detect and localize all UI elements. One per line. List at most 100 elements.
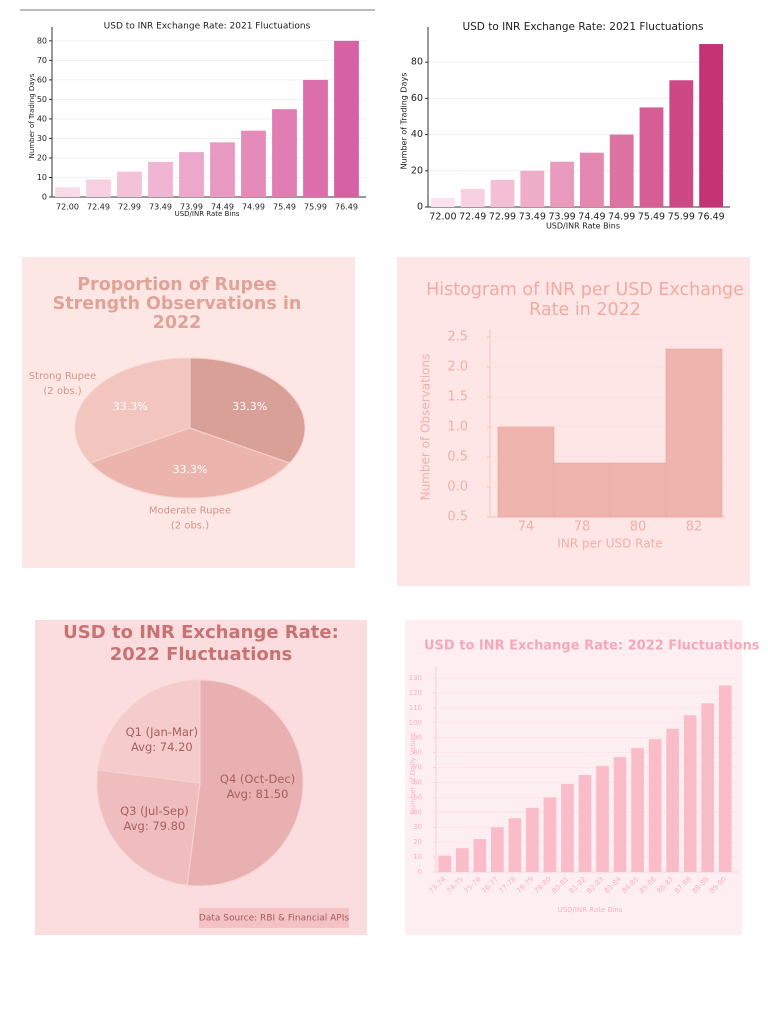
slice-label: Q4 (Oct-Dec) [220, 772, 295, 786]
bar [334, 40, 359, 197]
bar [666, 728, 679, 872]
bar [508, 818, 522, 872]
bar [241, 130, 266, 197]
x-tick-label: 72.49 [459, 212, 486, 223]
y-tick-label: 2.5 [447, 330, 468, 345]
bar [438, 855, 452, 872]
x-axis-label: USD/INR Rate Bins [558, 906, 623, 914]
x-tick-label: 74.99 [242, 203, 265, 212]
bar [526, 807, 539, 872]
x-tick-label: 78 [574, 520, 591, 535]
chart-title: USD to INR Exchange Rate: 2022 Fluctuati… [63, 622, 339, 665]
y-tick-label: 2.0 [447, 360, 468, 375]
y-tick-label: 130 [409, 674, 422, 682]
bar [701, 703, 715, 872]
y-tick-label: 1.5 [447, 390, 468, 405]
y-tick-label: 70 [37, 56, 47, 65]
slice-note: Avg: 81.50 [227, 787, 289, 801]
y-tick-label: 80 [411, 57, 423, 68]
chart-title: USD to INR Exchange Rate: 2021 Fluctuati… [462, 21, 703, 33]
x-tick-label: 74.99 [608, 212, 635, 223]
y-tick-label: 90 [413, 734, 422, 742]
slice-note: Avg: 74.20 [131, 740, 193, 754]
y-tick-label: 40 [37, 114, 47, 123]
x-tick-label: 72.49 [87, 203, 110, 212]
x-tick-label: 73.99 [180, 203, 203, 212]
y-tick-label: 70 [413, 764, 422, 772]
x-tick-label: 74.49 [578, 212, 605, 223]
x-tick-label: 72.99 [489, 212, 516, 223]
bar [683, 715, 697, 872]
bar [553, 462, 611, 518]
bar [272, 109, 297, 197]
x-axis-label: USD/INR Rate Bins [175, 210, 240, 218]
pie-slice [89, 427, 291, 499]
y-tick-label: 20 [37, 153, 47, 162]
y-tick-label: 30 [37, 134, 47, 143]
title-box: Proportion of Rupee Strength Observation… [53, 276, 302, 333]
value-label: 33.3% [173, 463, 208, 476]
bar [561, 783, 574, 872]
bar [596, 766, 609, 872]
y-axis-label: Number of Observations [419, 354, 433, 501]
bar [148, 161, 173, 197]
bar [669, 80, 694, 207]
x-tick-label: 76.49 [335, 203, 358, 212]
y-axis-label: Number of Trading Days [28, 73, 36, 158]
y-tick-label: 110 [409, 704, 422, 712]
x-tick-label: 74.49 [211, 203, 234, 212]
bar [455, 848, 469, 872]
y-tick-label: 80 [37, 36, 47, 45]
source-note: Data Source: RBI & Financial APIs [199, 914, 349, 924]
pie-slice [96, 769, 201, 886]
bar [718, 685, 732, 872]
bar [430, 197, 455, 207]
y-tick-label: 0.5 [447, 450, 468, 465]
slice-label: Q3 (Jul-Sep) [120, 804, 189, 818]
bar [491, 827, 504, 872]
pie-slice [189, 357, 306, 464]
bar [550, 161, 575, 207]
slice-note: (2 obs.) [43, 386, 81, 397]
y-axis-label: Number of Daily Values [409, 732, 417, 814]
slice-note: Avg: 79.80 [124, 819, 186, 833]
bar [473, 839, 487, 872]
bar [665, 348, 723, 518]
x-tick-label: 73.99 [548, 212, 575, 223]
y-tick-label: 0 [418, 868, 422, 876]
y-tick-label: 50 [413, 793, 422, 801]
bar [179, 152, 204, 197]
x-tick-label: 75.49 [273, 203, 296, 212]
x-tick-label: 72.00 [429, 212, 456, 223]
bar [579, 152, 604, 207]
y-tick-label: 40 [413, 808, 422, 816]
y-tick-label: 10 [413, 853, 422, 861]
y-tick-label: 20 [413, 838, 422, 846]
chart-title: Histogram of INR per USD Exchange Rate i… [426, 280, 744, 320]
value-label: 33.3% [113, 400, 148, 413]
pie-slice [186, 679, 304, 887]
x-tick-label: 76.49 [697, 212, 724, 223]
slice-label: Q1 (Jan-Mar) [126, 725, 199, 739]
bar [609, 462, 667, 518]
x-axis-label: INR per USD Rate [557, 537, 662, 551]
slice-label: Strong Rupee [29, 371, 97, 382]
y-tick-label: 60 [411, 93, 423, 104]
bar [497, 426, 555, 518]
bar [648, 739, 662, 872]
y-tick-label: 60 [37, 75, 47, 84]
x-tick-label: 73.49 [149, 203, 172, 212]
pie-slice [97, 679, 201, 784]
bar [210, 142, 235, 197]
x-tick-label: 75.99 [668, 212, 695, 223]
bar [699, 44, 724, 208]
slice-note: (2 obs.) [171, 521, 209, 532]
y-tick-label: 120 [409, 689, 422, 697]
value-label: 33.3% [232, 400, 267, 413]
chart-title: USD to INR Exchange Rate: 2021 Fluctuati… [104, 22, 311, 32]
bar [543, 797, 557, 872]
y-tick-label: 40 [411, 129, 423, 140]
x-tick-label: 80 [630, 520, 647, 535]
source-box [199, 908, 349, 928]
